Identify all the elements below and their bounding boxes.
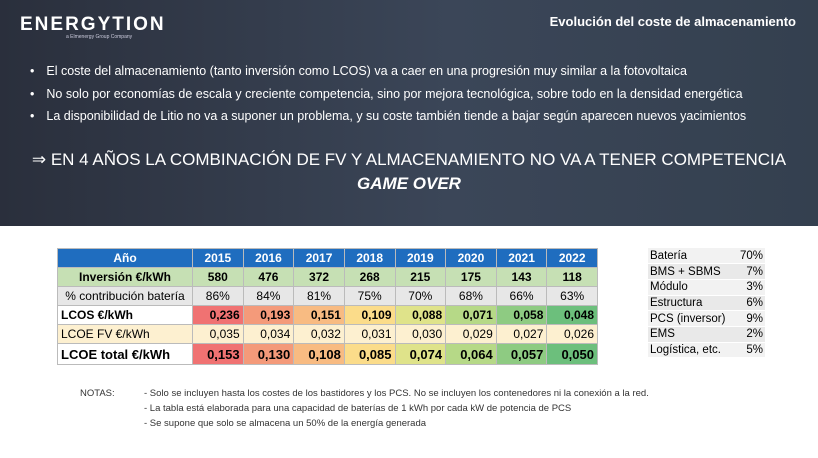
breakdown-row: EMS 2%	[648, 326, 765, 343]
table-cell: 66%	[495, 286, 548, 306]
breakdown-label: BMS + SBMS	[648, 263, 736, 280]
table-cell: 476	[242, 267, 295, 287]
table-row: LCOE total €/kWh 0,153 0,130 0,108 0,085 0,07…	[57, 343, 598, 365]
table-row: LCOS €/kWh 0,236 0,193 0,151 0,109 0,088 0,071…	[57, 305, 598, 325]
breakdown-percent: 5%	[735, 342, 765, 359]
table-cell: 0,085	[343, 343, 396, 365]
table-cell: 68%	[445, 286, 497, 306]
notes-label: NOTAS:	[80, 388, 115, 399]
breakdown-label: Módulo	[648, 279, 736, 296]
table-cell: 143	[495, 267, 548, 287]
breakdown-percent: 7%	[735, 263, 765, 280]
logo-subtitle: a Elmenergy Group Company	[66, 34, 133, 40]
table-cell: 75%	[343, 286, 396, 306]
header-banner: ENERGYTION a Elmenergy Group Company Evo…	[0, 0, 818, 226]
table-cell: 0,193	[242, 305, 295, 325]
table-cell: 0,109	[343, 305, 396, 325]
breakdown-label: Estructura	[648, 295, 736, 312]
table-cell: 0,035	[192, 324, 244, 344]
table-cell: 0,151	[293, 305, 345, 325]
headline: ⇒ EN 4 AÑOS LA COMBINACIÓN DE FV Y ALMAC…	[31, 150, 787, 169]
row-label: LCOS €/kWh	[57, 305, 193, 325]
breakdown-row: PCS (inversor) 9%	[648, 310, 765, 327]
breakdown-row: Módulo 3%	[648, 279, 765, 296]
table-cell: 268	[343, 267, 396, 287]
table-cell: 0,032	[293, 324, 345, 344]
bullet-item: No solo por economías de escala y crecie…	[30, 87, 746, 110]
headline-game-over: GAME OVER	[357, 174, 461, 193]
breakdown-row: Batería 70%	[648, 248, 765, 265]
table-cell: 2019	[394, 248, 447, 268]
table-row: % contribución batería 86% 84% 81% 75% 70% 68%…	[57, 286, 598, 306]
row-label: LCOE total €/kWh	[57, 343, 193, 365]
cost-table: Año 2015 2016 2017 2018 2019 2020 2021 2022 Inver…	[57, 248, 598, 365]
table-cell: 118	[546, 267, 598, 287]
table-cell: 2018	[343, 248, 396, 268]
table-cell: 2016	[242, 248, 295, 268]
table-cell: 0,057	[495, 343, 548, 365]
table-cell: 372	[293, 267, 345, 287]
table-cell: 0,050	[546, 343, 598, 365]
table-cell: 0,058	[495, 305, 548, 325]
table-cell: 63%	[546, 286, 598, 306]
note-line: - Solo se incluyen hasta los costes de l…	[144, 388, 649, 399]
bullet-list: El coste del almacenamiento (tanto inver…	[30, 64, 746, 132]
breakdown-row: Logística, etc. 5%	[648, 342, 765, 359]
row-label: Inversión €/kWh	[57, 267, 193, 287]
table-cell: 0,064	[445, 343, 497, 365]
note-line: - La tabla está elaborada para una capac…	[144, 403, 572, 414]
table-cell: 0,236	[192, 305, 244, 325]
table-cell: 86%	[192, 286, 244, 306]
table-cell: 580	[192, 267, 244, 287]
breakdown-label: EMS	[648, 326, 736, 343]
table-cell: 2017	[293, 248, 345, 268]
logo: ENERGYTION	[20, 14, 166, 35]
table-cell: 81%	[293, 286, 345, 306]
breakdown-percent: 2%	[735, 326, 765, 343]
breakdown-label: PCS (inversor)	[648, 310, 736, 327]
bullet-item: La disponibilidad de Litio no va a supon…	[30, 109, 746, 132]
table-cell: 0,074	[394, 343, 447, 365]
row-label: LCOE FV €/kWh	[57, 324, 193, 344]
table-cell: 0,030	[394, 324, 447, 344]
table-cell: 0,071	[445, 305, 497, 325]
table-cell: 0,034	[242, 324, 295, 344]
table-cell: 0,027	[495, 324, 548, 344]
table-cell: 0,026	[546, 324, 598, 344]
slide-title: Evolución del coste de almacenamiento	[549, 14, 796, 29]
table-cell: 2021	[495, 248, 548, 268]
table-row: LCOE FV €/kWh 0,035 0,034 0,032 0,031 0,030 0,…	[57, 324, 598, 344]
table-cell: 84%	[242, 286, 295, 306]
table-cell: 2022	[546, 248, 598, 268]
table-cell: 215	[394, 267, 447, 287]
row-label: Año	[57, 248, 193, 268]
breakdown-percent: 70%	[735, 248, 765, 265]
table-cell: 0,088	[394, 305, 447, 325]
breakdown-row: Estructura 6%	[648, 295, 765, 312]
table-cell: 0,153	[192, 343, 244, 365]
bullet-item: El coste del almacenamiento (tanto inver…	[30, 64, 746, 87]
table-cell: 0,029	[445, 324, 497, 344]
breakdown-row: BMS + SBMS 7%	[648, 263, 765, 280]
breakdown-percent: 3%	[735, 279, 765, 296]
breakdown-label: Logística, etc.	[648, 342, 736, 359]
breakdown-percent: 6%	[735, 295, 765, 312]
breakdown-percent: 9%	[735, 310, 765, 327]
table-cell: 2015	[192, 248, 244, 268]
table-cell: 0,130	[242, 343, 295, 365]
table-cell: 0,108	[293, 343, 345, 365]
table-row: Año 2015 2016 2017 2018 2019 2020 2021 2022	[57, 248, 598, 268]
table-row: Inversión €/kWh 580 476 372 268 215 175 143 118	[57, 267, 598, 287]
table-cell: 0,031	[343, 324, 396, 344]
table-cell: 175	[445, 267, 497, 287]
table-cell: 70%	[394, 286, 447, 306]
breakdown-label: Batería	[648, 248, 736, 265]
table-cell: 0,048	[546, 305, 598, 325]
note-line: - Se supone que solo se almacena un 50% …	[144, 418, 427, 429]
cost-breakdown-table: Batería 70% BMS + SBMS 7% Módulo 3% Estructura…	[648, 248, 765, 359]
table-cell: 2020	[445, 248, 497, 268]
row-label: % contribución batería	[57, 286, 193, 306]
